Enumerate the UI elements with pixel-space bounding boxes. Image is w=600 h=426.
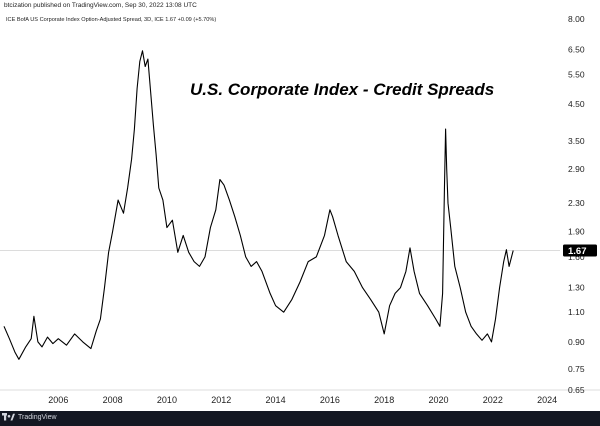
last-value-text: 1.67: [568, 246, 587, 257]
series-title: ICE BofA US Corporate Index Option-Adjus…: [6, 17, 216, 23]
y-tick-label: 0.75: [568, 364, 585, 374]
tradingview-logo-icon: [2, 413, 15, 421]
y-tick-label: 0.65: [568, 385, 585, 395]
tradingview-logo[interactable]: TradingView: [2, 413, 57, 422]
y-axis: 8.00 6.50 5.50 4.50 3.50 2.90 2.30 1.90 1.60 1.30…: [568, 14, 585, 395]
chart-title: U.S. Corporate Index - Credit Spreads: [190, 80, 494, 99]
y-tick-label: 6.50: [568, 45, 585, 55]
y-tick-label: 1.90: [568, 226, 585, 236]
x-tick-label: 2022: [483, 395, 503, 405]
bottom-bar: TradingView: [0, 411, 600, 426]
tradingview-logo-text: TradingView: [18, 414, 57, 421]
last-value-label: 1.67: [563, 244, 597, 257]
x-tick-label: 2006: [48, 395, 68, 405]
y-tick-label: 8.00: [568, 14, 585, 24]
x-axis: 2006 2008 2010 2012 2014 2016 2018 2020 2022 2024: [48, 395, 557, 405]
y-tick-label: 1.60: [568, 252, 585, 262]
y-tick-label: 4.50: [568, 99, 585, 109]
x-tick-label: 2010: [157, 395, 177, 405]
x-tick-label: 2008: [103, 395, 123, 405]
series-line: [3, 50, 514, 360]
chart-panel: btcization published on TradingView.com,…: [0, 0, 600, 411]
y-tick-label: 0.90: [568, 337, 585, 347]
x-tick-label: 2014: [266, 395, 286, 405]
last-value-badge: [563, 244, 597, 257]
x-tick-label: 2020: [428, 395, 448, 405]
x-tick-label: 2024: [537, 395, 557, 405]
chart-svg: ICE BofA US Corporate Index Option-Adjus…: [0, 14, 600, 405]
published-info: btcization published on TradingView.com,…: [4, 2, 197, 9]
y-tick-label: 1.30: [568, 283, 585, 293]
y-tick-label: 2.90: [568, 164, 585, 174]
x-tick-label: 2016: [320, 395, 340, 405]
y-tick-label: 5.50: [568, 69, 585, 79]
y-tick-label: 1.10: [568, 307, 585, 317]
x-tick-label: 2018: [374, 395, 394, 405]
series-group: [3, 50, 514, 360]
y-tick-label: 2.30: [568, 198, 585, 208]
y-tick-label: 3.50: [568, 136, 585, 146]
x-tick-label: 2012: [211, 395, 231, 405]
